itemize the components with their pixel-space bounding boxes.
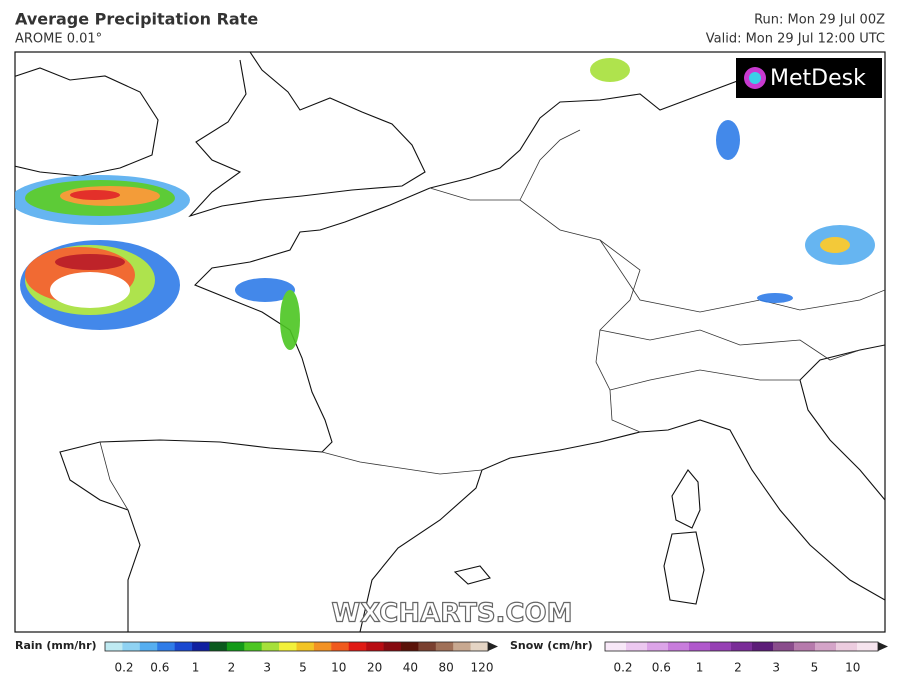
rain-legend: Rain (mm/hr) 0.2 0.6 1 2 3 5 10 20 40 80 120: [15, 639, 498, 675]
color-swatch: [689, 642, 711, 651]
color-swatch: [296, 642, 315, 651]
ireland: [15, 67, 159, 177]
color-swatch: [348, 642, 367, 651]
france-atlantic-coast: [194, 187, 431, 453]
color-swatch: [174, 642, 193, 651]
france-east-border: [429, 187, 641, 433]
color-swatch: [647, 642, 669, 651]
tick-label: 80: [439, 661, 454, 675]
color-swatch: [731, 642, 753, 651]
color-swatch: [752, 642, 774, 651]
color-swatch: [279, 642, 297, 651]
title: Average Precipitation Rate: [15, 10, 258, 29]
logo-text: MetDesk: [770, 66, 866, 91]
color-swatch: [209, 642, 228, 651]
map: MetDesk WXCHARTS.COM: [14, 51, 886, 633]
color-swatch: [105, 642, 123, 651]
tick-label: 0.6: [150, 661, 169, 675]
color-swatch: [313, 642, 332, 651]
tick-label: 1: [696, 661, 704, 675]
color-swatch: [383, 642, 402, 651]
tick-label: 2: [734, 661, 742, 675]
color-swatch: [366, 642, 384, 651]
color-swatch: [157, 642, 175, 651]
legend-label: Rain (mm/hr): [15, 639, 97, 652]
adriatic-coast: [799, 344, 885, 501]
mediterranean-coast: [359, 419, 885, 632]
color-swatch: [226, 642, 245, 651]
color-swatch: [626, 642, 648, 651]
great-britain: [188, 52, 426, 218]
tick-label: 0.2: [613, 661, 632, 675]
tick-label: 20: [367, 661, 382, 675]
color-swatch: [400, 642, 419, 651]
tick-label: 5: [299, 661, 307, 675]
tick-label: 0.6: [652, 661, 671, 675]
color-swatch: [192, 642, 210, 651]
color-swatch: [605, 642, 627, 651]
colorbar-frame: [104, 641, 489, 652]
colorbar-arrow: [878, 642, 888, 651]
color-swatch: [815, 642, 837, 651]
color-swatch: [470, 642, 489, 651]
color-swatch: [836, 642, 858, 651]
color-swatch: [331, 642, 350, 651]
tick-label: 5: [811, 661, 819, 675]
sardinia: [663, 531, 705, 605]
subtitle: AROME 0.01°: [15, 32, 102, 47]
color-swatch: [244, 642, 262, 651]
tick-label: 1: [192, 661, 200, 675]
color-swatch: [453, 642, 471, 651]
tick-label: 10: [845, 661, 860, 675]
color-swatch: [857, 642, 879, 651]
run-time: Run: Mon 29 Jul 00Z: [754, 13, 885, 28]
map-frame: [14, 51, 886, 633]
tick-label: 0.2: [114, 661, 133, 675]
color-swatch: [435, 642, 454, 651]
balearics: [453, 565, 491, 585]
precipitation: [15, 58, 875, 350]
iberia-coast: [59, 439, 323, 632]
colorbar-arrow: [488, 642, 498, 651]
tick-label: 3: [263, 661, 271, 675]
tick-label: 40: [403, 661, 418, 675]
watermark: WXCHARTS.COM: [331, 599, 572, 629]
color-swatch: [794, 642, 816, 651]
alps-borders: [599, 329, 861, 391]
valid-time: Valid: Mon 29 Jul 12:00 UTC: [706, 32, 885, 47]
color-swatch: [261, 642, 280, 651]
color-swatch: [773, 642, 795, 651]
tick-label: 120: [471, 661, 494, 675]
legend-label: Snow (cm/hr): [510, 639, 593, 652]
spain-portugal-border: [99, 441, 129, 511]
north-sea-coast: [429, 59, 761, 189]
tick-label: 10: [331, 661, 346, 675]
corsica: [671, 469, 701, 529]
snow-legend: Snow (cm/hr) 0.2 0.6 1 2 3 5 10: [510, 639, 888, 675]
tick-label: 3: [772, 661, 780, 675]
color-swatch: [139, 642, 158, 651]
logo: MetDesk: [736, 58, 882, 98]
color-swatch: [668, 642, 690, 651]
colorbar-frame: [604, 641, 879, 652]
color-swatch: [418, 642, 437, 651]
tick-label: 2: [228, 661, 236, 675]
color-swatch: [122, 642, 141, 651]
color-swatch: [710, 642, 732, 651]
france-spain-border: [321, 451, 483, 475]
